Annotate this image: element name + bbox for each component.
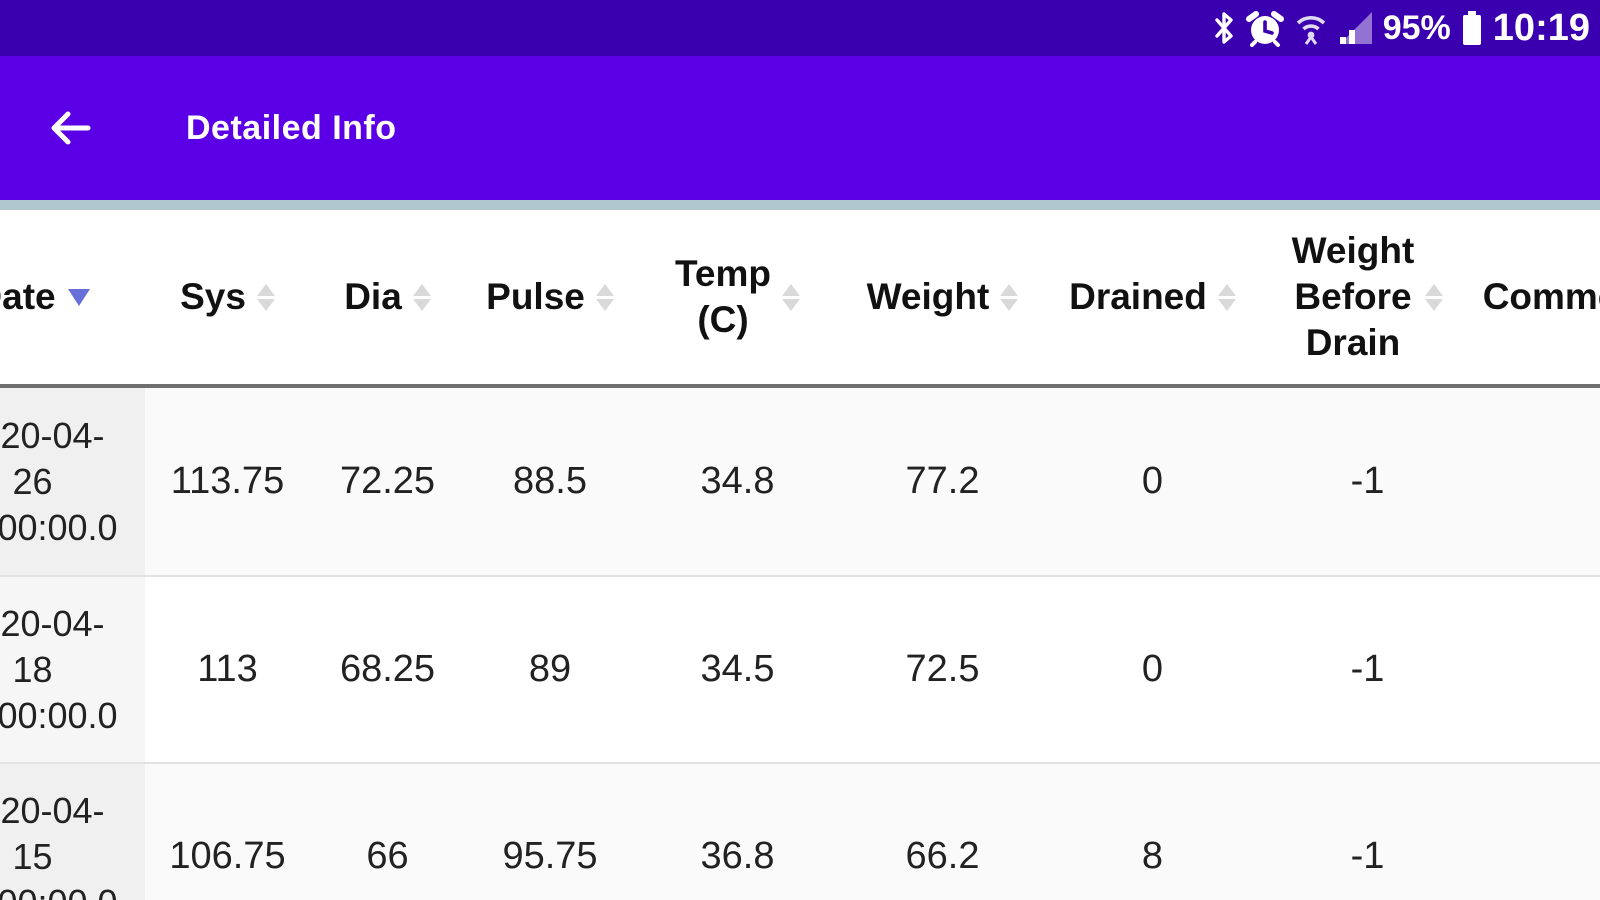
sort-unsorted-icon <box>1000 283 1019 311</box>
cell-drained: 0 <box>1141 648 1164 690</box>
back-button[interactable] <box>42 100 98 156</box>
sort-unsorted-icon <box>256 283 275 311</box>
column-label: Dia <box>344 275 402 317</box>
bluetooth-icon <box>1215 12 1233 44</box>
cell-comment <box>1475 388 1600 575</box>
battery-icon <box>1462 11 1481 45</box>
cell-temp: 34.8 <box>700 460 775 502</box>
battery-percent: 95% <box>1382 9 1451 47</box>
column-label: Sys <box>180 275 246 317</box>
status-bar: 95% 10:19 <box>0 0 1600 56</box>
cell-weight_before_drain: -1 <box>1350 460 1385 502</box>
column-label: Comment <box>1482 275 1600 317</box>
column-label: Temp (C) <box>675 252 771 340</box>
arrow-left-icon <box>51 111 91 145</box>
column-header-comment[interactable]: Comment <box>1475 210 1600 384</box>
cell-pulse: 88.5 <box>513 460 587 502</box>
table-header-row: Date Sys Dia Pulse Temp(C) Weight Drained Weigh… <box>0 210 1600 388</box>
cell-sys: 113 <box>197 648 258 690</box>
alarm-icon <box>1245 11 1284 47</box>
cell-weight: 72.5 <box>905 648 980 690</box>
column-header-weight_before_drain[interactable]: Weight Before Drain <box>1260 210 1475 384</box>
cell-drained: 8 <box>1141 835 1164 877</box>
sort-unsorted-icon <box>781 283 800 311</box>
wifi-icon <box>1296 16 1325 45</box>
cell-drained: 0 <box>1141 460 1164 502</box>
cell-temp: 36.8 <box>700 835 775 877</box>
cell-sys: 113.75 <box>170 460 285 502</box>
sort-desc-icon <box>67 288 90 306</box>
cell-weight: 77.2 <box>905 460 980 502</box>
data-table[interactable]: Date Sys Dia Pulse Temp(C) Weight Drained Weigh… <box>0 210 1600 900</box>
page-title: Detailed Info <box>186 108 397 147</box>
column-label: Drained <box>1069 275 1207 317</box>
sort-unsorted-icon <box>1425 283 1444 311</box>
column-header-pulse[interactable]: Pulse <box>465 210 635 384</box>
column-label: Date <box>0 275 56 317</box>
cell-sys: 106.75 <box>169 835 286 877</box>
app-bar: Detailed Info <box>0 56 1600 200</box>
cell-pulse: 89 <box>528 648 572 690</box>
cell-comment <box>1475 577 1600 762</box>
cell-dia: 72.25 <box>339 460 436 502</box>
sort-unsorted-icon <box>595 283 614 311</box>
table-row[interactable]: 2020-04-1500:00:00.0 106.75 66 95.75 36.8 66.… <box>0 762 1600 900</box>
cell-comment <box>1475 764 1600 900</box>
column-label: Weight <box>866 275 990 317</box>
cell-weight_before_drain: -1 <box>1350 835 1385 877</box>
sort-unsorted-icon <box>1217 283 1236 311</box>
column-header-weight[interactable]: Weight <box>840 210 1045 384</box>
appbar-shadow-band <box>0 200 1600 210</box>
column-header-sys[interactable]: Sys <box>145 210 310 384</box>
cell-dia: 66 <box>366 835 409 877</box>
clock: 10:19 <box>1492 7 1590 49</box>
cell-pulse: 95.75 <box>502 835 598 877</box>
cell-dia: 68.25 <box>339 648 436 690</box>
table-strip: Date Sys Dia Pulse Temp(C) Weight Drained Weigh… <box>0 210 1600 900</box>
sort-unsorted-icon <box>412 283 431 311</box>
column-header-date[interactable]: Date <box>0 210 145 384</box>
cell-date: 2020-04-1500:00:00.0 <box>0 764 145 900</box>
column-label: Pulse <box>486 275 585 317</box>
cell-weight_before_drain: -1 <box>1350 648 1385 690</box>
signal-icon <box>1339 12 1372 44</box>
column-label: Weight Before Drain <box>1291 229 1415 364</box>
column-header-dia[interactable]: Dia <box>310 210 465 384</box>
column-header-drained[interactable]: Drained <box>1045 210 1260 384</box>
cell-weight: 66.2 <box>905 835 980 877</box>
column-header-temp[interactable]: Temp (C) <box>635 210 840 384</box>
cell-temp: 34.5 <box>700 648 775 690</box>
